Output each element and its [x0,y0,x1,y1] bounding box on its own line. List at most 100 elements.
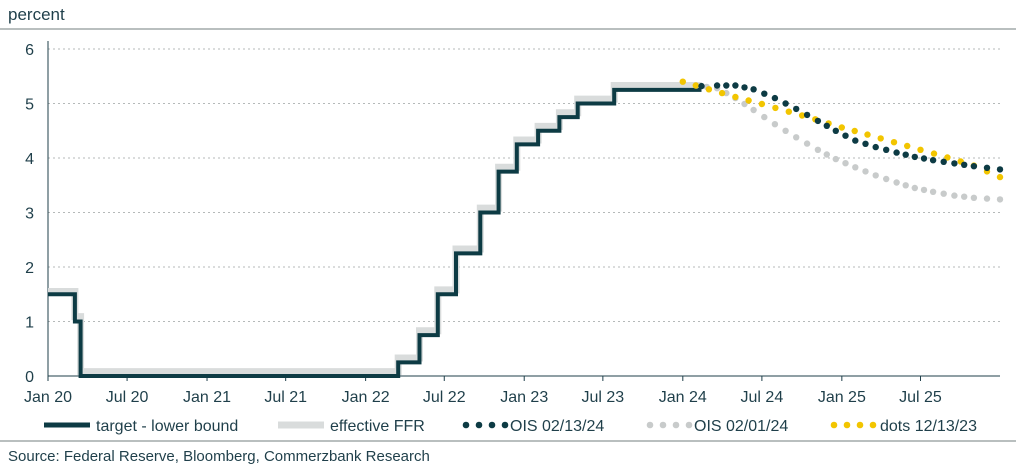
series-point [732,93,739,101]
series-point [893,149,900,156]
series-3 [693,82,1004,203]
y-tick-label: 3 [25,206,34,223]
series-point [864,131,871,138]
y-axis-label: percent [8,5,65,24]
series-point [758,100,766,108]
legend-swatch-dot [856,421,864,429]
series-point [793,105,800,113]
series-point [842,132,849,139]
series-point [750,106,757,114]
series-point [917,146,924,153]
series-point [705,86,713,93]
series-point [782,127,789,134]
legend-swatch-dot [843,421,851,429]
series-1 [48,82,702,376]
series-point [996,166,1004,173]
series-point [996,196,1004,203]
legend-label: target - lower bound [96,418,238,435]
legend-swatch-dot [685,421,693,429]
y-tick-label: 4 [25,151,34,168]
series-point [852,137,859,144]
series-point [940,158,947,165]
series-point [838,124,845,131]
series-line [48,82,702,376]
x-tick-label: Jan 20 [24,389,72,406]
series-point [761,113,768,121]
y-tick-label: 5 [25,97,34,114]
y-tick-label: 1 [25,315,34,332]
legend-swatch-dot [646,421,654,429]
legend-label: dots 12/13/23 [880,418,977,435]
legend-swatch-dot [869,421,877,429]
legend-label: OIS 02/01/24 [694,418,788,435]
series-point [961,161,968,168]
series-line [48,87,702,378]
y-tick-label: 0 [25,369,34,386]
series-point [803,140,811,147]
series-point [852,164,859,171]
series-point [771,121,779,128]
x-tick-label: Jul 23 [582,389,625,406]
y-tick-label: 2 [25,260,34,277]
series-point [920,186,928,194]
series-point [793,134,800,141]
x-tick-label: Jul 20 [106,389,149,406]
series-point [782,100,789,107]
series-point [723,82,730,89]
series-point [961,193,968,200]
series-point [893,179,900,186]
series-point [996,173,1004,181]
series-point [771,94,779,102]
series-0 [48,87,702,378]
legend-swatch-dot [462,421,470,429]
series-point [902,151,909,158]
series-2 [698,82,1004,173]
series-point [732,82,739,89]
legend-swatch-dot [488,421,496,429]
legend-label: OIS 02/13/24 [510,418,604,435]
series-point [832,127,839,134]
legend-label: effective FFR [330,418,425,435]
series-point [785,108,792,115]
series-point [872,143,879,151]
y-axis-ticks: 0 1 2 3 4 5 6 [25,42,34,386]
series-point [842,160,849,167]
legend-swatch-dot [475,421,483,429]
series-point [944,154,951,161]
legend-swatch-dot [672,421,680,429]
data-series [48,78,1004,378]
series-point [872,172,879,179]
series-point [832,155,839,163]
series-point [803,111,811,119]
series-point [862,140,869,147]
series-point [713,82,721,89]
legend-swatch-dot [830,421,838,429]
series-point [698,82,705,90]
series-point [718,89,726,97]
x-tick-label: Jan 23 [500,389,548,406]
series-point [911,184,918,192]
x-tick-label: Jan 22 [342,389,390,406]
series-point [940,190,947,197]
series-point [750,86,757,93]
legend: target - lower bound effective FFR OIS 02/… [44,418,977,435]
x-tick-label: Jan 24 [659,389,707,406]
series-point [745,97,752,104]
series-point [851,127,858,135]
series-point [692,82,699,89]
x-tick-label: Jul 21 [264,389,307,406]
series-point [983,195,991,202]
series-point [983,164,991,171]
series-point [883,175,890,183]
legend-swatch-dot [659,421,667,429]
series-point [920,155,928,162]
series-point [761,90,768,97]
series-point [970,163,978,170]
series-point [814,146,822,153]
series-point [890,139,898,146]
x-tick-label: Jul 25 [899,389,942,406]
gridlines [48,48,1000,322]
x-tick-label: Jan 25 [818,389,866,406]
series-point [904,142,911,150]
